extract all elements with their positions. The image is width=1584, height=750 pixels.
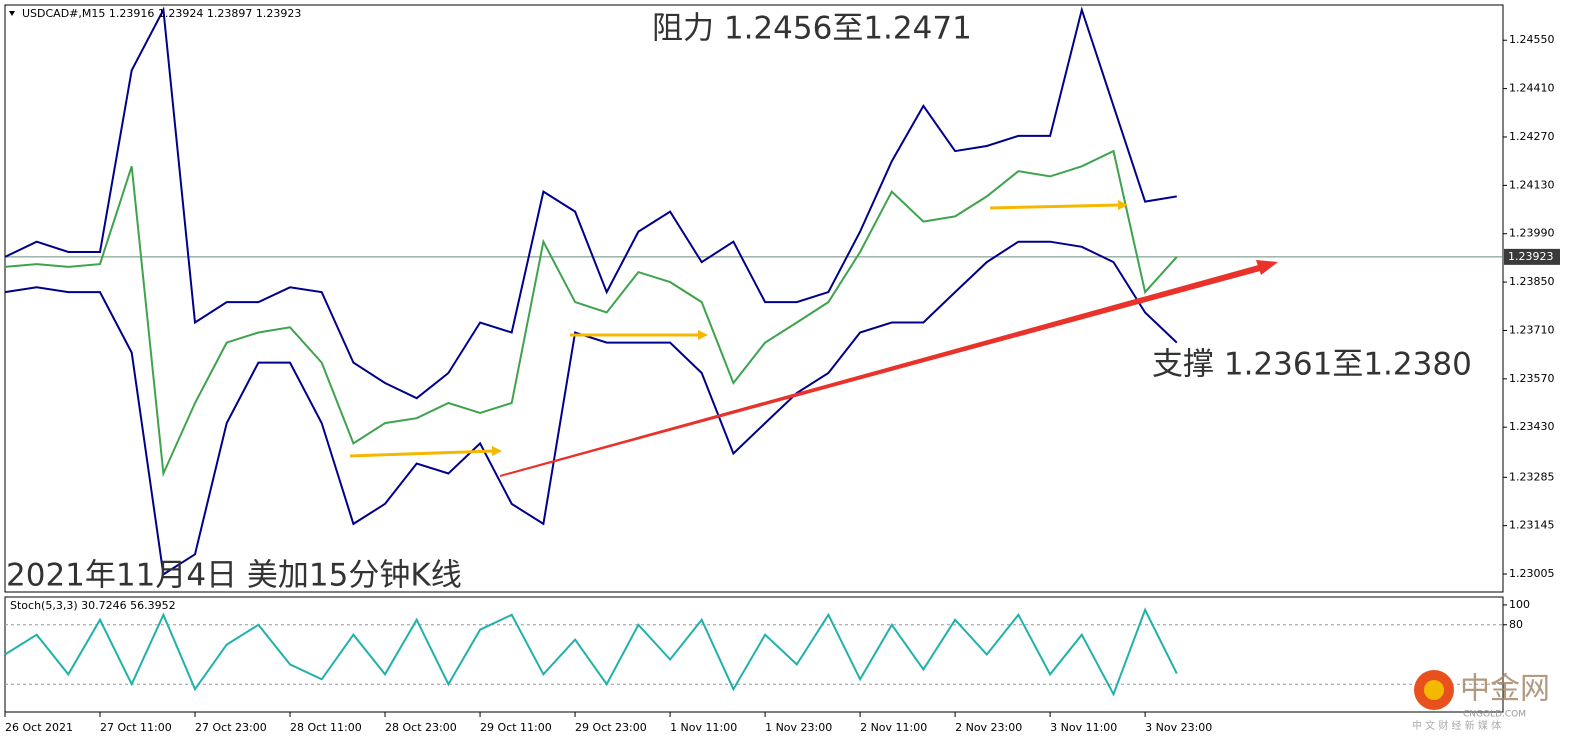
y-tick-label: 1.23285 (1509, 470, 1555, 483)
y-tick-label: 80 (1509, 618, 1523, 631)
x-tick-label: 27 Oct 11:00 (100, 721, 172, 734)
chart-title: USDCAD#,M15 1.23916 1.23924 1.23897 1.23… (22, 7, 301, 20)
y-tick-label: 1.23850 (1509, 275, 1555, 288)
x-tick-label: 2 Nov 23:00 (955, 721, 1022, 734)
title-marker (9, 11, 15, 16)
x-tick-label: 3 Nov 23:00 (1145, 721, 1212, 734)
price-frame (4, 4, 1504, 593)
current-price-label: 1.23923 (1508, 250, 1554, 263)
x-tick-label: 1 Nov 23:00 (765, 721, 832, 734)
slogan: 中 文 财 经 新 媒 体 (1412, 719, 1501, 732)
x-tick-label: 3 Nov 11:00 (1050, 721, 1117, 734)
y-tick-label: 1.23710 (1509, 323, 1555, 336)
x-tick-label: 29 Oct 23:00 (575, 721, 647, 734)
series-line (4, 149, 1178, 478)
annotation: 支撑 1.2361至1.2380 (1152, 347, 1472, 383)
marks: 1.24550 1.24410 1.24270 1.24130 1.23990 1.238… (4, 6, 1560, 734)
x-tick-label: 28 Oct 11:00 (290, 721, 362, 734)
watermark: 中金网 CNGOLD.COM 中 文 财 经 新 媒 体 (1412, 670, 1550, 732)
series-line (4, 6, 1177, 400)
stoch-title: Stoch(5,3,3) 30.7246 56.3952 (10, 599, 176, 612)
y-tick-label: 1.24270 (1509, 130, 1555, 143)
annotation: 2021年11月4日 美加15分钟K线 (6, 558, 462, 594)
x-tick-label: 26 Oct 2021 (5, 721, 73, 734)
x-tick-label: 27 Oct 23:00 (195, 721, 267, 734)
y-tick-label: 1.23005 (1509, 567, 1555, 580)
x-tick-label: 28 Oct 23:00 (385, 721, 457, 734)
y-tick-label: 1.23145 (1509, 519, 1555, 532)
x-tick-label: 1 Nov 11:00 (670, 721, 737, 734)
yellow-arrows (349, 200, 1128, 458)
y-tick-label: 1.23570 (1509, 372, 1555, 385)
y-tick-label: 1.24550 (1509, 33, 1555, 46)
y-tick-label: 1.24130 (1509, 178, 1555, 191)
support-arrow (500, 260, 1278, 477)
series-line (4, 240, 1178, 577)
y-tick-label: 1.23430 (1509, 420, 1555, 433)
current-price-box (1504, 248, 1560, 265)
x-tick-label: 2 Nov 11:00 (860, 721, 927, 734)
brand: 中金网 (1460, 672, 1550, 707)
y-tick-label: 100 (1509, 598, 1530, 611)
y-tick-label: 1.23990 (1509, 227, 1555, 240)
series-line (4, 607, 1178, 697)
annotation: 阻力 1.2456至1.2471 (652, 11, 972, 47)
x-tick-label: 29 Oct 11:00 (480, 721, 552, 734)
y-tick-label: 1.24410 (1509, 82, 1555, 95)
site: CNGOLD.COM (1463, 710, 1526, 720)
